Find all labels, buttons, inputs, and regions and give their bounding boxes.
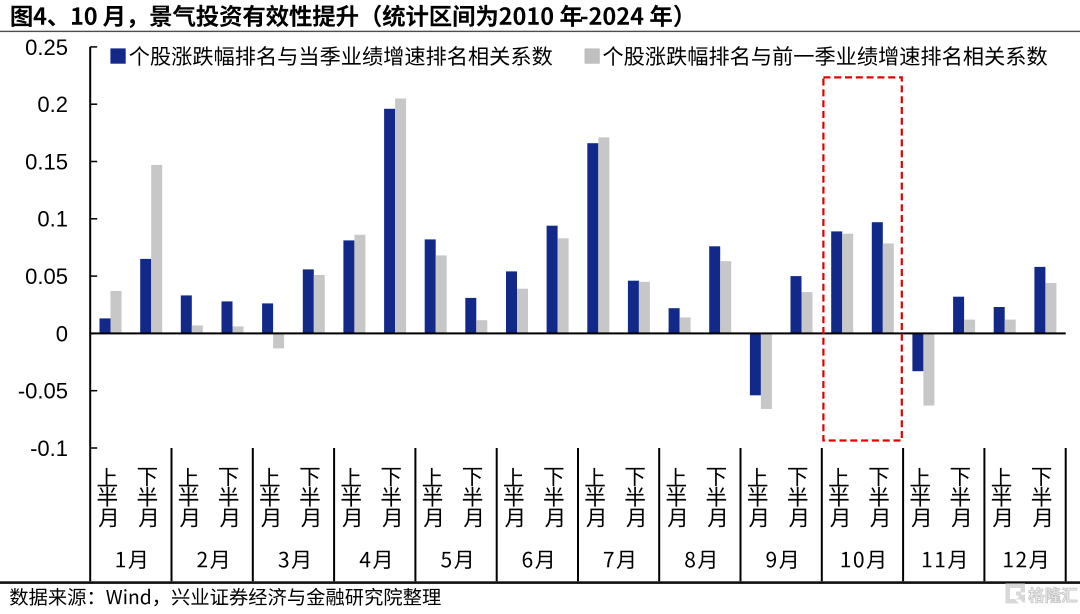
svg-text:-0.1: -0.1 [30, 436, 68, 461]
svg-text:0.25: 0.25 [25, 35, 68, 60]
svg-text:0.05: 0.05 [25, 264, 68, 289]
svg-text:0.1: 0.1 [37, 207, 68, 232]
svg-text:0.2: 0.2 [37, 92, 68, 117]
svg-text:0: 0 [56, 321, 68, 346]
svg-text:-0.05: -0.05 [18, 379, 68, 404]
svg-text:0.15: 0.15 [25, 149, 68, 174]
